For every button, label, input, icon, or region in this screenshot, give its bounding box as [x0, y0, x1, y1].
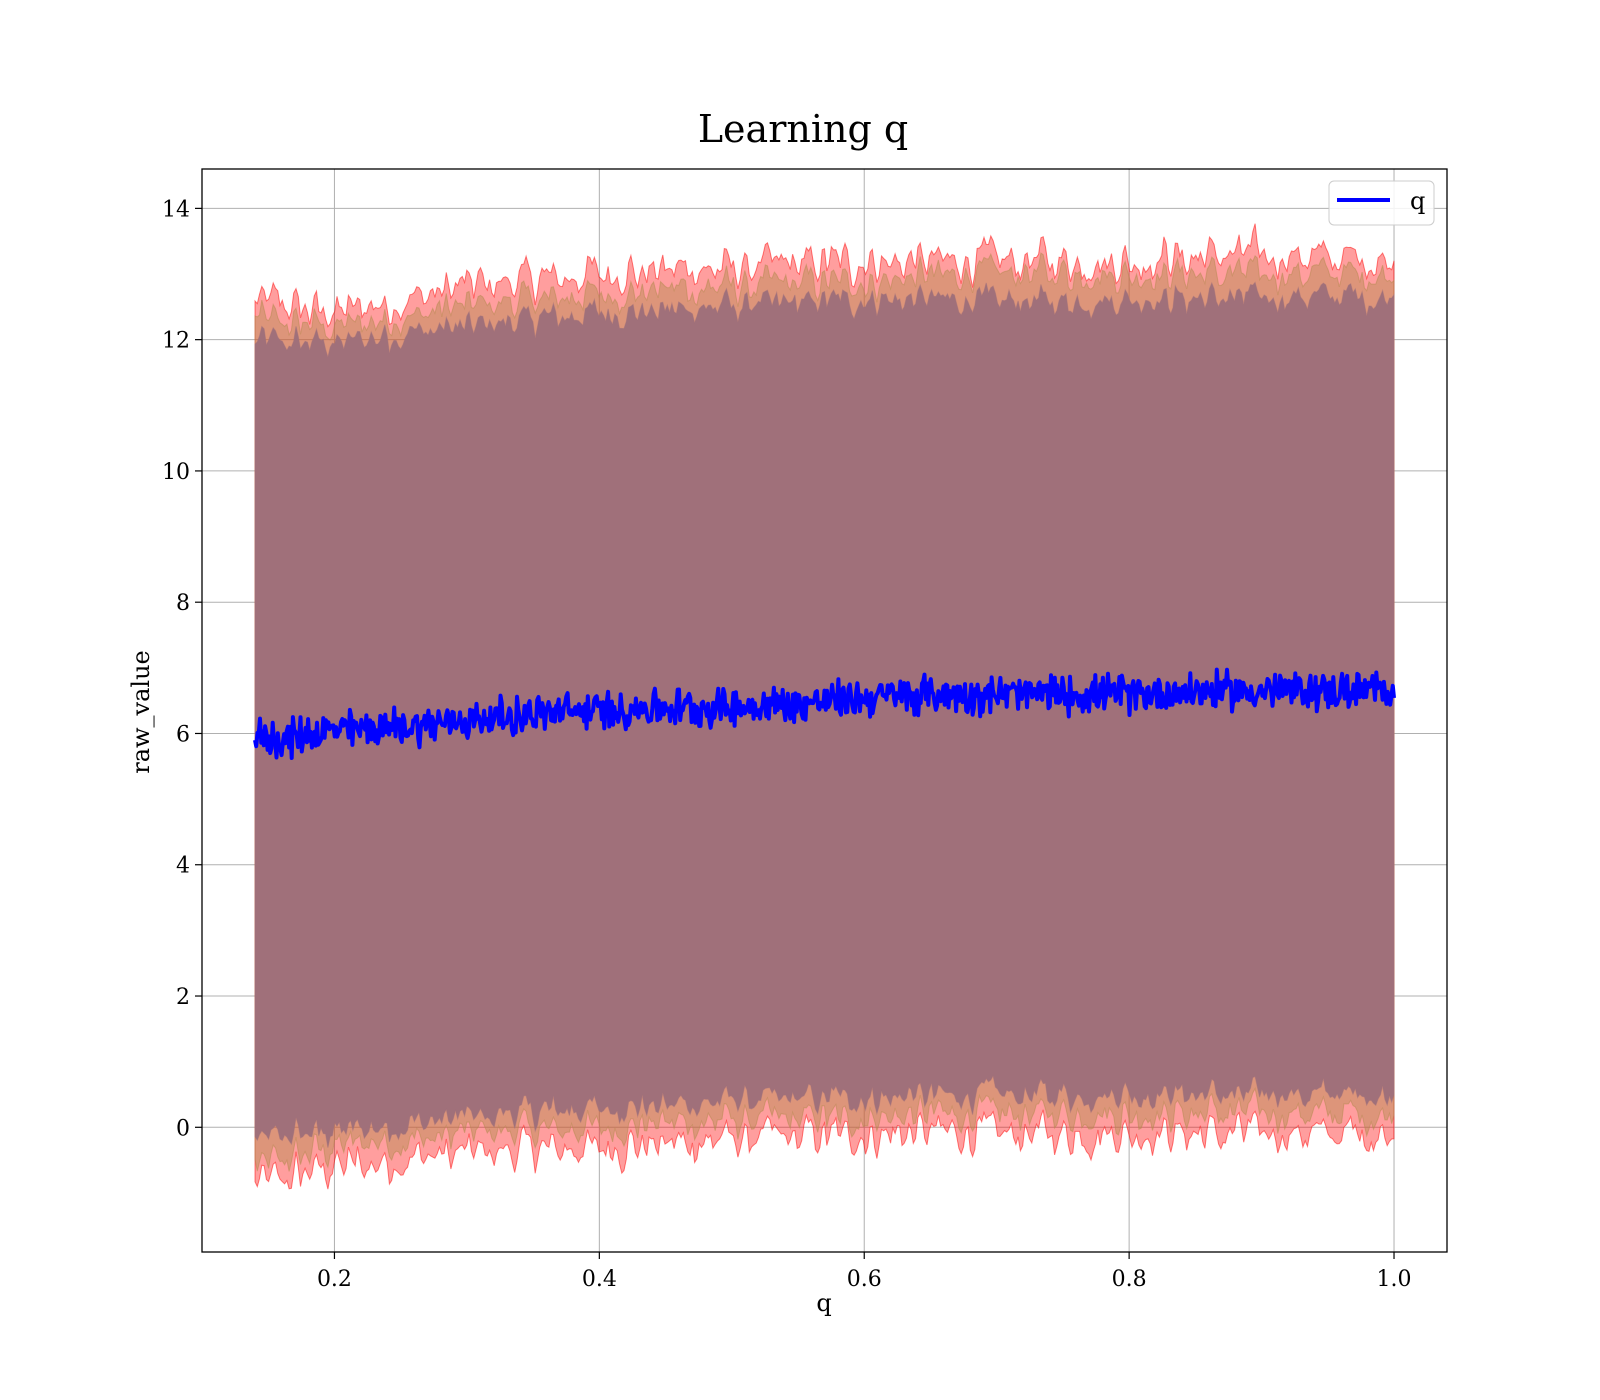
legend-box — [1328, 180, 1435, 226]
x-tick-label: 0.4 — [582, 1267, 617, 1292]
y-tick-label: 10 — [162, 460, 190, 485]
x-axis-label: q — [816, 1289, 831, 1317]
y-tick-label: 4 — [176, 854, 190, 879]
y-tick-label: 0 — [176, 1116, 190, 1141]
series-lines — [253, 667, 1396, 760]
y-tick-label: 2 — [176, 985, 190, 1010]
plot-frame — [201, 168, 1448, 1253]
legend-label-q: q — [1410, 187, 1425, 215]
band-2 — [254, 281, 1395, 1148]
x-tick-label: 1.0 — [1377, 1267, 1412, 1292]
y-axis-label: raw_value — [127, 650, 155, 774]
y-tick-label: 8 — [176, 591, 190, 616]
y-tick-label: 12 — [162, 329, 190, 354]
y-tick-label: 6 — [176, 722, 190, 747]
axis-ticks: 0.2 0.4 0.6 0.8 1.0 0 2 4 6 8 10 12 14 — [162, 197, 1412, 1292]
x-tick-label: 0.2 — [317, 1267, 352, 1292]
legend: q — [1328, 180, 1435, 226]
chart-title: Learning q — [698, 107, 908, 151]
y-tick-label: 14 — [162, 197, 190, 222]
x-tick-label: 0.6 — [847, 1267, 882, 1292]
x-tick-label: 0.8 — [1112, 1267, 1147, 1292]
series-line-q — [253, 667, 1396, 760]
